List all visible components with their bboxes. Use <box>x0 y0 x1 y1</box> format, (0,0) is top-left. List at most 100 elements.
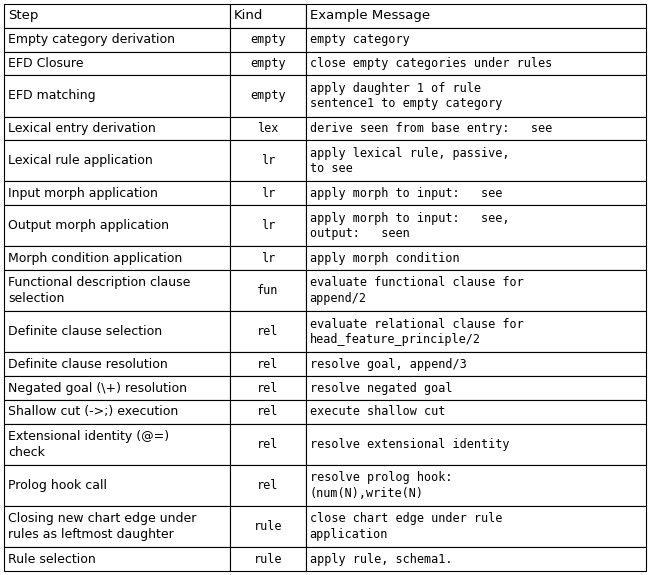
Text: Step: Step <box>8 9 38 22</box>
Text: rule: rule <box>254 553 282 566</box>
Bar <box>230 4 306 28</box>
Text: evaluate relational clause for
head_feature_principle/2: evaluate relational clause for head_feat… <box>310 317 523 346</box>
Bar <box>4 311 230 352</box>
Text: apply lexical rule, passive,
to see: apply lexical rule, passive, to see <box>310 147 509 175</box>
Bar <box>306 547 646 571</box>
Text: Morph condition application: Morph condition application <box>8 252 182 264</box>
Bar <box>4 400 230 424</box>
Text: Functional description clause
selection: Functional description clause selection <box>8 277 190 305</box>
Bar <box>306 4 646 28</box>
Bar <box>230 205 306 246</box>
Bar <box>4 465 230 506</box>
Text: rel: rel <box>257 438 279 451</box>
Bar <box>306 75 646 117</box>
Text: rel: rel <box>257 325 279 338</box>
Text: rel: rel <box>257 405 279 419</box>
Bar <box>4 376 230 400</box>
Bar <box>306 140 646 182</box>
Text: execute shallow cut: execute shallow cut <box>310 405 445 419</box>
Text: empty: empty <box>250 33 285 46</box>
Bar <box>306 205 646 246</box>
Bar <box>306 52 646 75</box>
Bar <box>4 52 230 75</box>
Bar <box>230 28 306 52</box>
Bar <box>4 75 230 117</box>
Text: resolve goal, append/3: resolve goal, append/3 <box>310 358 467 371</box>
Text: Extensional identity (@=)
check: Extensional identity (@=) check <box>8 430 169 459</box>
Text: Kind: Kind <box>234 9 263 22</box>
Bar <box>306 424 646 465</box>
Bar <box>230 376 306 400</box>
Bar <box>4 205 230 246</box>
Bar <box>4 182 230 205</box>
Bar <box>306 506 646 547</box>
Text: apply morph to input:   see,
output:   seen: apply morph to input: see, output: seen <box>310 212 509 240</box>
Text: apply rule, schema1.: apply rule, schema1. <box>310 553 452 566</box>
Text: empty: empty <box>250 57 285 70</box>
Text: Output morph application: Output morph application <box>8 219 169 232</box>
Bar <box>230 547 306 571</box>
Bar <box>230 182 306 205</box>
Bar <box>4 506 230 547</box>
Text: Shallow cut (->;) execution: Shallow cut (->;) execution <box>8 405 178 419</box>
Text: lex: lex <box>257 122 279 135</box>
Text: Input morph application: Input morph application <box>8 187 158 200</box>
Bar <box>230 400 306 424</box>
Text: Lexical rule application: Lexical rule application <box>8 155 153 167</box>
Text: Rule selection: Rule selection <box>8 553 96 566</box>
Bar <box>306 400 646 424</box>
Text: Prolog hook call: Prolog hook call <box>8 479 107 492</box>
Text: apply daughter 1 of rule
sentence1 to empty category: apply daughter 1 of rule sentence1 to em… <box>310 82 502 110</box>
Bar <box>230 352 306 376</box>
Text: resolve negated goal: resolve negated goal <box>310 382 452 394</box>
Bar <box>4 352 230 376</box>
Text: apply morph condition: apply morph condition <box>310 252 460 264</box>
Text: Closing new chart edge under
rules as leftmost daughter: Closing new chart edge under rules as le… <box>8 512 196 541</box>
Text: lr: lr <box>261 155 275 167</box>
Text: Negated goal (\+) resolution: Negated goal (\+) resolution <box>8 382 187 394</box>
Text: Example Message: Example Message <box>310 9 430 22</box>
Text: lr: lr <box>261 252 275 264</box>
Bar <box>230 465 306 506</box>
Text: EFD matching: EFD matching <box>8 90 96 102</box>
Text: derive seen from base entry:   see: derive seen from base entry: see <box>310 122 552 135</box>
Bar <box>230 424 306 465</box>
Bar <box>4 547 230 571</box>
Bar <box>4 4 230 28</box>
Text: rel: rel <box>257 382 279 394</box>
Bar <box>4 424 230 465</box>
Bar <box>4 246 230 270</box>
Bar <box>4 117 230 140</box>
Text: close empty categories under rules: close empty categories under rules <box>310 57 552 70</box>
Text: EFD Closure: EFD Closure <box>8 57 83 70</box>
Text: fun: fun <box>257 284 279 297</box>
Bar <box>230 270 306 311</box>
Text: Lexical entry derivation: Lexical entry derivation <box>8 122 156 135</box>
Text: Definite clause resolution: Definite clause resolution <box>8 358 168 371</box>
Bar <box>306 28 646 52</box>
Bar <box>230 506 306 547</box>
Text: empty: empty <box>250 90 285 102</box>
Bar <box>306 311 646 352</box>
Text: Definite clause selection: Definite clause selection <box>8 325 162 338</box>
Bar <box>230 140 306 182</box>
Text: rule: rule <box>254 520 282 533</box>
Bar <box>230 246 306 270</box>
Text: Empty category derivation: Empty category derivation <box>8 33 175 46</box>
Bar <box>306 117 646 140</box>
Bar <box>4 140 230 182</box>
Bar <box>4 28 230 52</box>
Text: lr: lr <box>261 219 275 232</box>
Text: apply morph to input:   see: apply morph to input: see <box>310 187 502 200</box>
Bar <box>230 117 306 140</box>
Text: resolve extensional identity: resolve extensional identity <box>310 438 509 451</box>
Bar <box>230 311 306 352</box>
Text: rel: rel <box>257 358 279 371</box>
Text: resolve prolog hook:
(num(N),write(N): resolve prolog hook: (num(N),write(N) <box>310 472 452 500</box>
Bar <box>306 376 646 400</box>
Bar <box>306 182 646 205</box>
Bar <box>4 270 230 311</box>
Bar <box>306 246 646 270</box>
Text: empty category: empty category <box>310 33 410 46</box>
Text: rel: rel <box>257 479 279 492</box>
